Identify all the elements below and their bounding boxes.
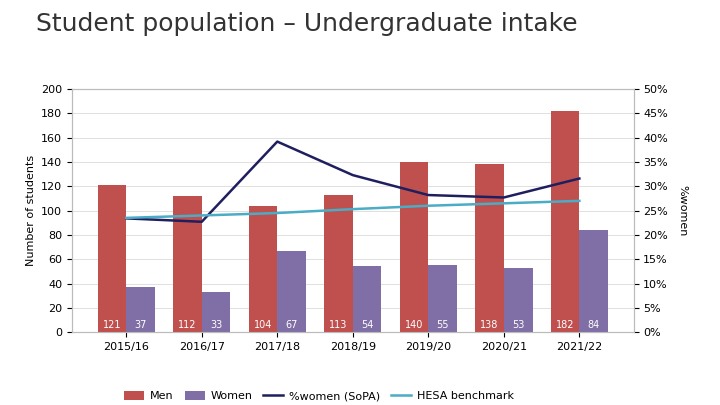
- Bar: [504, 268, 533, 332]
- Text: 121: 121: [103, 320, 121, 330]
- Text: 55: 55: [436, 320, 449, 330]
- Legend: Men, Women, %women (SoPA), HESA benchmark: Men, Women, %women (SoPA), HESA benchmar…: [120, 386, 518, 405]
- Y-axis label: %women: %women: [678, 185, 688, 236]
- Text: 54: 54: [361, 320, 374, 330]
- HESA benchmark: [575, 198, 584, 203]
- Bar: [428, 265, 457, 332]
- Bar: [551, 111, 580, 332]
- Text: 37: 37: [135, 320, 147, 330]
- Bar: [400, 162, 428, 332]
- HESA benchmark: [348, 207, 357, 211]
- Bar: [475, 164, 504, 332]
- %women (SoPA): [575, 176, 584, 181]
- %women (SoPA): [122, 216, 130, 221]
- %women (SoPA): [500, 195, 508, 200]
- Line: %women (SoPA): %women (SoPA): [126, 142, 580, 222]
- Text: 113: 113: [329, 320, 348, 330]
- HESA benchmark: [424, 203, 433, 208]
- Text: 138: 138: [480, 320, 499, 330]
- HESA benchmark: [197, 213, 206, 218]
- Bar: [173, 196, 202, 332]
- Text: 140: 140: [405, 320, 423, 330]
- Y-axis label: Number of students: Number of students: [26, 155, 35, 266]
- Line: HESA benchmark: HESA benchmark: [126, 201, 580, 218]
- Bar: [248, 206, 277, 332]
- Text: 104: 104: [253, 320, 272, 330]
- Bar: [202, 292, 230, 332]
- HESA benchmark: [273, 211, 282, 215]
- Text: 67: 67: [285, 320, 298, 330]
- Text: 84: 84: [588, 320, 600, 330]
- %women (SoPA): [424, 193, 433, 198]
- Bar: [126, 287, 155, 332]
- Bar: [353, 266, 382, 332]
- HESA benchmark: [122, 215, 130, 220]
- %women (SoPA): [348, 173, 357, 177]
- Bar: [580, 230, 608, 332]
- Text: 33: 33: [210, 320, 222, 330]
- Bar: [97, 185, 126, 332]
- Text: 112: 112: [178, 320, 197, 330]
- %women (SoPA): [273, 139, 282, 144]
- Bar: [324, 195, 353, 332]
- Text: Student population – Undergraduate intake: Student population – Undergraduate intak…: [36, 12, 577, 36]
- Text: 182: 182: [556, 320, 575, 330]
- Text: 53: 53: [512, 320, 524, 330]
- Bar: [277, 251, 306, 332]
- %women (SoPA): [197, 220, 206, 224]
- HESA benchmark: [500, 201, 508, 206]
